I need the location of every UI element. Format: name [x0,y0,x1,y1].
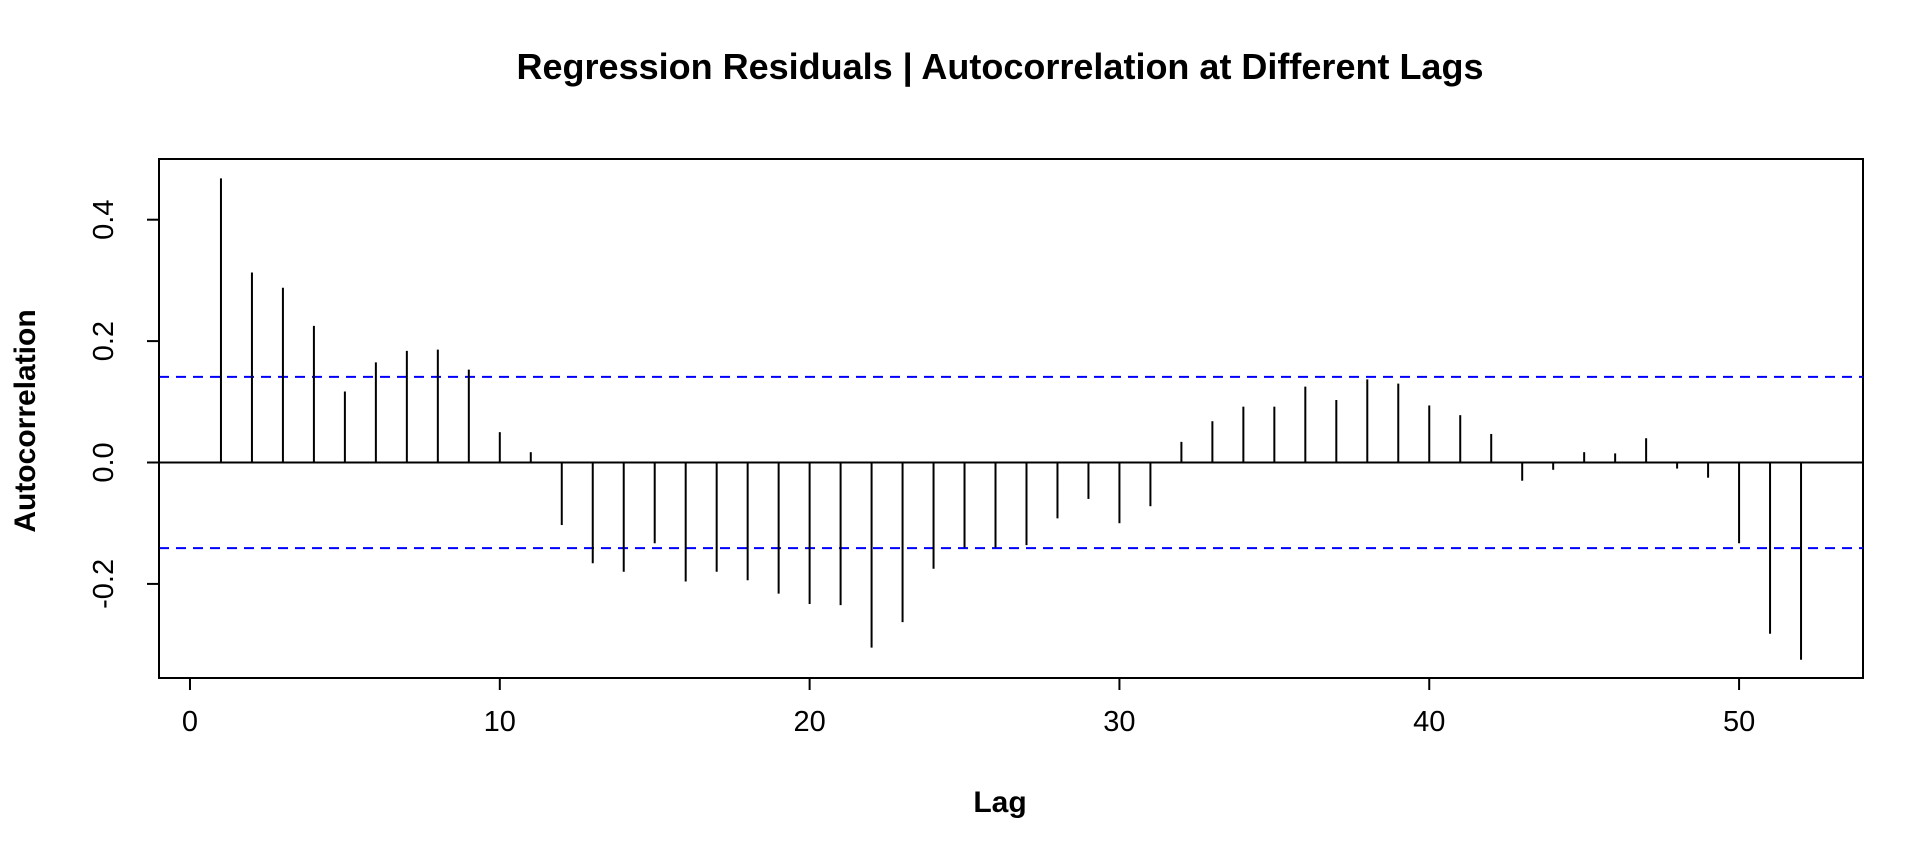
y-tick-label: 0.2 [88,321,120,361]
acf-bars [219,178,1803,660]
chart-title: Regression Residuals | Autocorrelation a… [517,46,1484,88]
x-tick-label: 50 [1723,706,1755,738]
y-tick-label: -0.2 [88,559,120,609]
x-tick-label: 20 [793,706,825,738]
x-tick-label: 30 [1103,706,1135,738]
confidence-bounds [159,375,1863,550]
y-tick-label: 0.4 [88,200,120,240]
x-tick-label: 40 [1413,706,1445,738]
y-axis: -0.2 0.0 0.2 0.4 [88,200,160,609]
x-axis: 0 10 20 30 40 50 [182,677,1755,738]
x-tick-label: 10 [484,706,516,738]
x-axis-label: Lag [973,786,1026,819]
plot-frame [158,158,1864,679]
y-tick-label: 0.0 [88,442,120,482]
y-axis-label: Autocorrelation [9,309,42,532]
x-tick-label: 0 [182,706,198,738]
